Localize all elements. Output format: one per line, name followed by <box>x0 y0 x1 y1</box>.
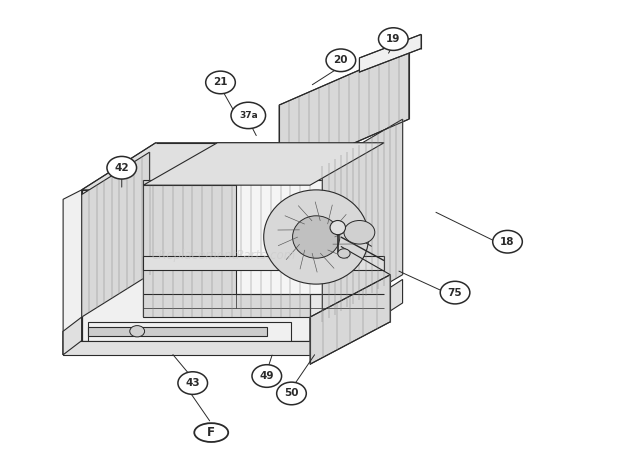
Circle shape <box>326 49 356 72</box>
Circle shape <box>440 281 470 304</box>
Polygon shape <box>82 143 384 190</box>
Text: eReplacementParts.com: eReplacementParts.com <box>151 249 296 262</box>
Polygon shape <box>360 35 421 72</box>
Polygon shape <box>143 256 384 270</box>
Polygon shape <box>310 143 384 341</box>
Ellipse shape <box>293 216 340 258</box>
Polygon shape <box>63 190 82 355</box>
Polygon shape <box>76 289 390 336</box>
Circle shape <box>277 382 306 405</box>
Circle shape <box>107 156 136 179</box>
Text: 21: 21 <box>213 77 228 87</box>
Text: 20: 20 <box>334 55 348 65</box>
Polygon shape <box>88 327 267 336</box>
Polygon shape <box>236 181 384 293</box>
Polygon shape <box>88 322 291 341</box>
Text: 18: 18 <box>500 237 515 246</box>
Text: 75: 75 <box>448 288 463 298</box>
Circle shape <box>493 230 522 253</box>
Circle shape <box>130 326 144 337</box>
Polygon shape <box>143 143 384 185</box>
Polygon shape <box>82 190 310 341</box>
Text: 49: 49 <box>260 371 274 381</box>
Polygon shape <box>279 48 409 176</box>
Circle shape <box>344 220 375 244</box>
Circle shape <box>206 71 236 94</box>
Polygon shape <box>82 152 149 317</box>
Polygon shape <box>143 181 310 317</box>
Ellipse shape <box>330 220 345 235</box>
Circle shape <box>379 28 408 50</box>
Ellipse shape <box>194 423 228 442</box>
Polygon shape <box>310 275 390 364</box>
Circle shape <box>178 372 208 394</box>
Text: 50: 50 <box>284 389 299 399</box>
Polygon shape <box>322 119 402 322</box>
Polygon shape <box>63 279 402 355</box>
Text: F: F <box>207 426 215 439</box>
Text: 42: 42 <box>115 163 129 173</box>
Ellipse shape <box>264 190 369 284</box>
Text: 19: 19 <box>386 34 401 44</box>
Text: 37a: 37a <box>239 111 258 120</box>
Circle shape <box>338 249 350 258</box>
Polygon shape <box>63 317 82 355</box>
Polygon shape <box>63 341 322 355</box>
Text: 43: 43 <box>185 378 200 388</box>
Circle shape <box>252 365 281 387</box>
Circle shape <box>231 102 265 128</box>
